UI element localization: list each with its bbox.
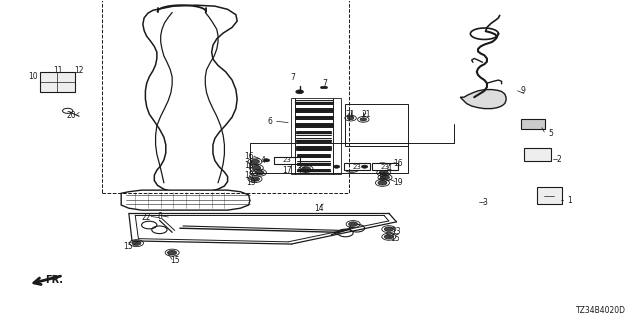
Text: 23: 23 xyxy=(381,164,389,170)
Text: 16: 16 xyxy=(393,159,403,168)
Text: 16: 16 xyxy=(244,161,253,170)
Circle shape xyxy=(132,241,141,245)
Text: 3: 3 xyxy=(482,198,487,207)
Circle shape xyxy=(333,165,340,168)
Bar xyxy=(291,98,341,174)
Circle shape xyxy=(380,171,388,175)
Circle shape xyxy=(378,180,387,185)
Bar xyxy=(102,0,349,193)
Text: 9: 9 xyxy=(520,86,525,95)
Bar xyxy=(250,143,408,173)
Circle shape xyxy=(362,165,368,168)
Circle shape xyxy=(349,222,358,226)
Text: 2: 2 xyxy=(557,155,561,164)
Text: 14: 14 xyxy=(314,204,324,213)
Circle shape xyxy=(385,227,394,231)
Text: 7: 7 xyxy=(291,73,296,82)
Text: FR.: FR. xyxy=(45,275,63,285)
Polygon shape xyxy=(121,190,250,210)
Text: 18: 18 xyxy=(378,172,387,181)
Circle shape xyxy=(301,167,310,171)
Text: 19: 19 xyxy=(393,178,403,187)
Text: 23: 23 xyxy=(353,164,362,170)
Circle shape xyxy=(250,159,259,164)
Text: TZ34B4020D: TZ34B4020D xyxy=(576,306,626,315)
Text: 7: 7 xyxy=(323,79,328,88)
Text: 5: 5 xyxy=(548,129,553,138)
Text: 15: 15 xyxy=(170,256,180,265)
Text: 11: 11 xyxy=(52,66,62,75)
Circle shape xyxy=(385,235,394,239)
Circle shape xyxy=(348,116,354,120)
Text: 12: 12 xyxy=(74,66,84,75)
Circle shape xyxy=(378,164,387,169)
Circle shape xyxy=(252,166,260,170)
Bar xyxy=(537,187,562,204)
Text: 4: 4 xyxy=(260,156,265,165)
Bar xyxy=(274,157,300,164)
Bar xyxy=(521,119,545,129)
Text: 6: 6 xyxy=(268,117,273,126)
Text: 19: 19 xyxy=(246,178,256,187)
Polygon shape xyxy=(460,90,506,108)
Text: 15: 15 xyxy=(123,242,132,251)
Circle shape xyxy=(381,175,390,180)
Text: 8: 8 xyxy=(157,212,162,221)
Text: 20: 20 xyxy=(67,111,76,120)
Circle shape xyxy=(296,90,303,94)
Circle shape xyxy=(360,118,367,121)
Text: 10: 10 xyxy=(28,72,38,81)
Bar xyxy=(346,105,408,146)
Circle shape xyxy=(255,171,264,175)
Circle shape xyxy=(263,159,269,162)
Bar xyxy=(372,163,397,170)
Text: 15: 15 xyxy=(390,234,400,243)
Text: 21: 21 xyxy=(346,110,355,119)
Text: 22: 22 xyxy=(142,212,152,222)
Circle shape xyxy=(250,177,259,181)
Text: 1: 1 xyxy=(568,196,572,205)
Circle shape xyxy=(168,251,177,255)
Text: 17: 17 xyxy=(282,166,292,175)
Polygon shape xyxy=(143,5,237,193)
Text: 21: 21 xyxy=(361,110,371,119)
Bar xyxy=(344,163,370,170)
Circle shape xyxy=(348,167,356,171)
Text: 4: 4 xyxy=(387,164,391,173)
Text: 19: 19 xyxy=(298,167,307,176)
Text: 23: 23 xyxy=(282,157,291,163)
Bar xyxy=(524,148,550,161)
Text: 13: 13 xyxy=(392,227,401,236)
Text: 16: 16 xyxy=(244,152,253,161)
Text: 18: 18 xyxy=(244,171,253,180)
Bar xyxy=(40,72,75,92)
